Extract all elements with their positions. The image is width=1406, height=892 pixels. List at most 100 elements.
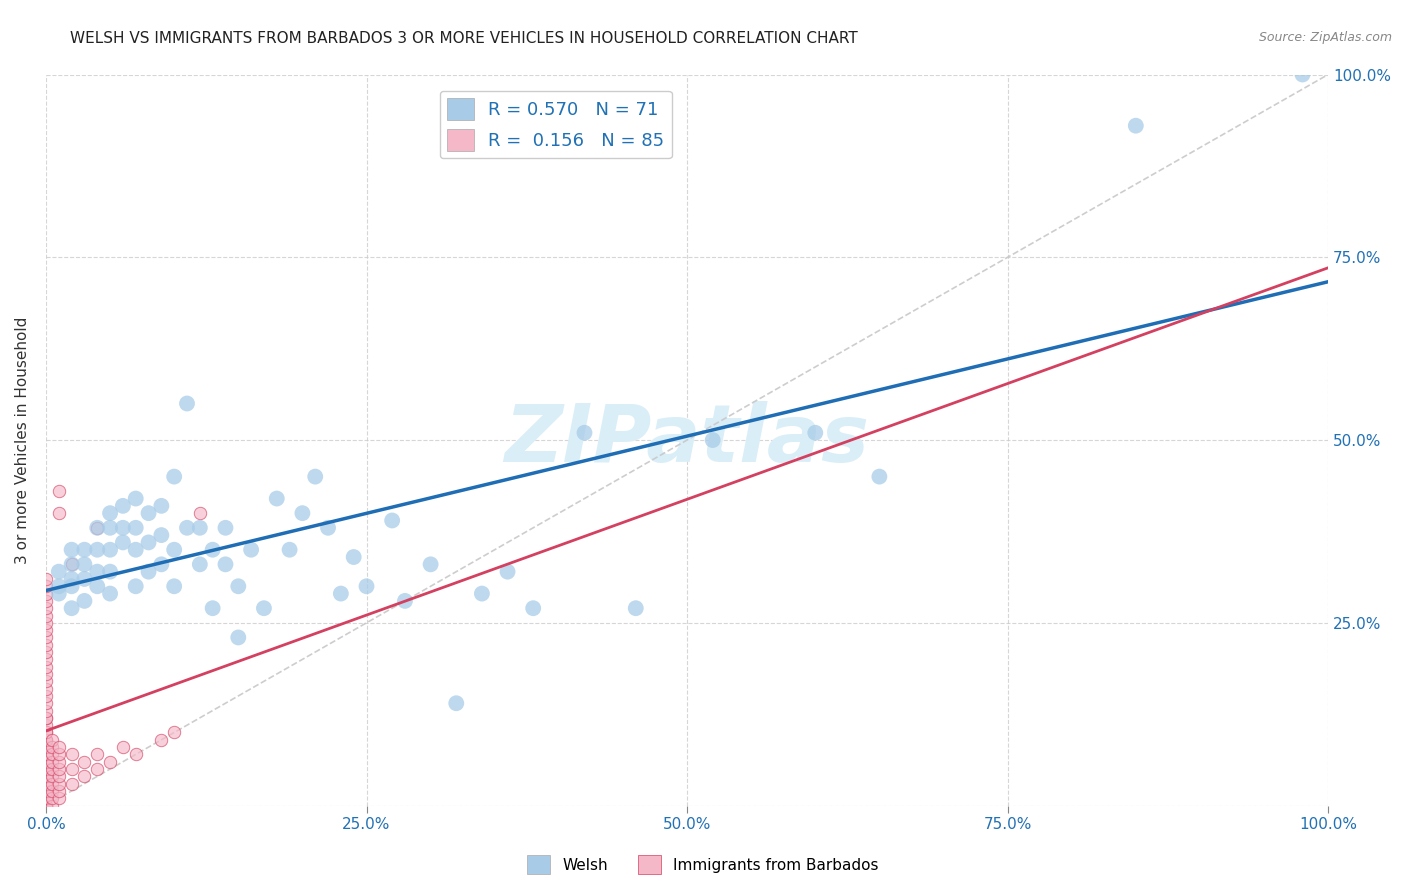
Point: [35, 615, 58, 630]
Point: [35, 594, 58, 608]
Point: [381, 513, 404, 527]
Point: [35, 798, 58, 813]
Point: [35, 732, 58, 747]
Point: [98, 542, 121, 557]
Point: [48, 762, 70, 776]
Point: [86, 521, 108, 535]
Point: [48, 777, 70, 791]
Point: [73, 755, 96, 769]
Point: [35, 725, 58, 739]
Point: [163, 579, 186, 593]
Point: [278, 542, 301, 557]
Point: [60, 579, 83, 593]
Point: [35, 762, 58, 776]
Point: [35, 755, 58, 769]
Point: [188, 506, 211, 520]
Point: [35, 784, 58, 798]
Point: [35, 623, 58, 637]
Point: [201, 542, 224, 557]
Point: [35, 645, 58, 659]
Point: [41, 798, 63, 813]
Point: [624, 601, 647, 615]
Point: [86, 521, 108, 535]
Point: [291, 506, 314, 520]
Point: [1125, 119, 1147, 133]
Text: WELSH VS IMMIGRANTS FROM BARBADOS 3 OR MORE VEHICLES IN HOUSEHOLD CORRELATION CH: WELSH VS IMMIGRANTS FROM BARBADOS 3 OR M…: [70, 31, 858, 46]
Point: [35, 798, 58, 813]
Point: [496, 565, 519, 579]
Point: [60, 762, 83, 776]
Point: [111, 521, 134, 535]
Point: [48, 484, 70, 499]
Point: [35, 762, 58, 776]
Point: [125, 521, 148, 535]
Point: [163, 725, 186, 739]
Point: [35, 659, 58, 673]
Point: [138, 565, 160, 579]
Point: [35, 784, 58, 798]
Point: [35, 631, 58, 645]
Point: [35, 638, 58, 652]
Point: [111, 740, 134, 755]
Point: [73, 542, 96, 557]
Point: [98, 586, 121, 600]
Point: [41, 755, 63, 769]
Point: [48, 769, 70, 783]
Point: [188, 558, 211, 572]
Point: [702, 433, 724, 447]
Point: [35, 711, 58, 725]
Point: [41, 777, 63, 791]
Point: [226, 579, 249, 593]
Point: [41, 784, 63, 798]
Point: [35, 791, 58, 805]
Point: [35, 704, 58, 718]
Text: ZIPatlas: ZIPatlas: [505, 401, 869, 479]
Point: [35, 798, 58, 813]
Point: [48, 784, 70, 798]
Point: [41, 762, 63, 776]
Point: [86, 762, 108, 776]
Point: [35, 696, 58, 710]
Point: [266, 491, 288, 506]
Point: [35, 601, 58, 615]
Point: [73, 572, 96, 586]
Point: [176, 521, 198, 535]
Point: [98, 755, 121, 769]
Point: [98, 565, 121, 579]
Point: [163, 469, 186, 483]
Point: [35, 777, 58, 791]
Point: [35, 777, 58, 791]
Point: [343, 549, 366, 564]
Point: [35, 674, 58, 689]
Point: [240, 542, 263, 557]
Point: [98, 506, 121, 520]
Point: [214, 521, 236, 535]
Point: [35, 681, 58, 696]
Point: [35, 791, 58, 805]
Point: [48, 565, 70, 579]
Point: [35, 572, 58, 586]
Point: [60, 747, 83, 762]
Point: [176, 396, 198, 410]
Point: [125, 747, 148, 762]
Point: [35, 747, 58, 762]
Point: [41, 769, 63, 783]
Point: [35, 740, 58, 755]
Point: [35, 784, 58, 798]
Point: [214, 558, 236, 572]
Point: [35, 711, 58, 725]
Point: [35, 791, 58, 805]
Point: [35, 608, 58, 623]
Point: [48, 506, 70, 520]
Point: [304, 469, 326, 483]
Point: [41, 732, 63, 747]
Point: [111, 499, 134, 513]
Point: [48, 791, 70, 805]
Point: [60, 601, 83, 615]
Point: [60, 558, 83, 572]
Point: [35, 579, 58, 593]
Point: [868, 469, 890, 483]
Point: [35, 732, 58, 747]
Point: [48, 586, 70, 600]
Point: [471, 586, 494, 600]
